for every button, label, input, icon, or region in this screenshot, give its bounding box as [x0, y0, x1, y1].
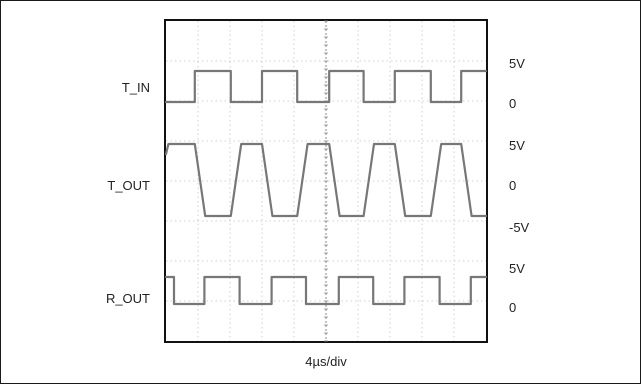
- y-tick-label: 0: [509, 300, 516, 315]
- grid: [166, 20, 486, 342]
- y-tick-label: 5V: [509, 56, 525, 71]
- y-tick-label: 0: [509, 96, 516, 111]
- y-tick-label: 0: [509, 178, 516, 193]
- series-label: R_OUT: [106, 291, 150, 306]
- traces: [164, 69, 488, 306]
- trace-t-out: [164, 142, 488, 218]
- y-tick-label: -5V: [509, 220, 530, 235]
- trace-r-out: [164, 275, 488, 306]
- y-tick-label: 5V: [509, 261, 525, 276]
- series-label: T_IN: [122, 80, 150, 95]
- labels: T_IN 5V 0 T_OUT 5V 0 -5V R_OUT 5V 0 4µs/div: [106, 56, 530, 369]
- x-axis-label: 4µs/div: [305, 354, 347, 369]
- trace-t-in: [164, 69, 488, 104]
- series-label: T_OUT: [107, 178, 150, 193]
- y-tick-label: 5V: [509, 138, 525, 153]
